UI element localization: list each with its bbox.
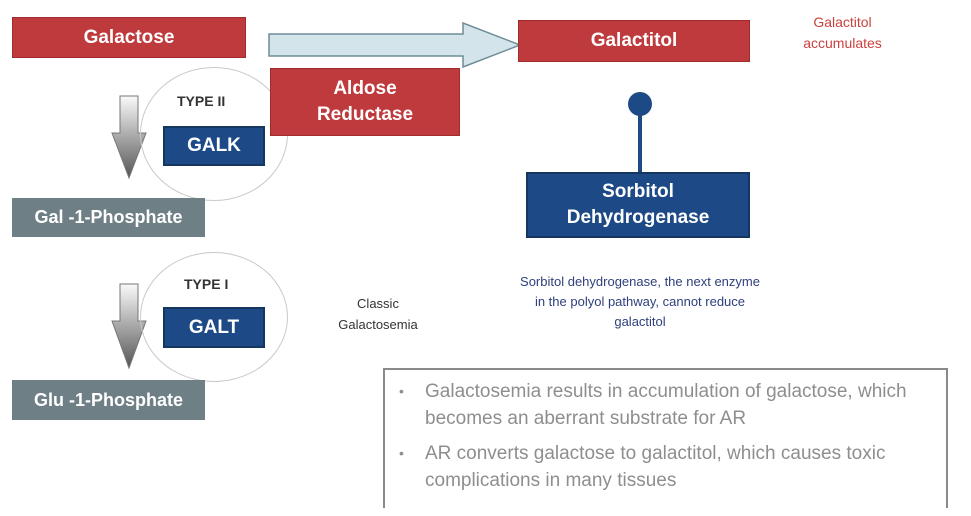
glu1p-node: Glu -1-Phosphate — [12, 380, 205, 420]
sdh-line2: Dehydrogenase — [566, 207, 710, 228]
classic-line1: Classic — [357, 296, 399, 311]
galk-node: GALK — [163, 126, 265, 166]
summary-box: • Galactosemia results in accumulation o… — [383, 368, 948, 508]
aldose-reductase-line1: Aldose — [333, 78, 397, 100]
gal1p-node: Gal -1-Phosphate — [12, 198, 205, 237]
bullet-item: • AR converts galactose to galactitol, w… — [399, 440, 916, 494]
accumulates-line1: Galactitol — [813, 14, 872, 30]
down-arrow-1 — [111, 95, 147, 180]
sdh-line1: Sorbitol — [602, 181, 674, 203]
bullet-item: • Galactosemia results in accumulation o… — [399, 378, 916, 432]
bullet-icon: • — [399, 383, 404, 399]
galactitol-accumulates-label: Galactitol accumulates — [780, 12, 905, 54]
conversion-arrow — [268, 21, 523, 69]
classic-galactosemia-label: Classic Galactosemia — [318, 293, 438, 335]
sdh-note-line1: Sorbitol dehydrogenase, the next enzyme — [520, 274, 760, 289]
galactitol-node: Galactitol — [518, 20, 750, 62]
inhibition-dot — [628, 92, 652, 116]
galt-node: GALT — [163, 307, 265, 348]
bullet-text: AR converts galactose to galactitol, whi… — [425, 443, 886, 491]
sdh-note: Sorbitol dehydrogenase, the next enzyme … — [470, 272, 810, 332]
aldose-reductase-line2: Reductase — [316, 104, 414, 125]
sdh-note-line2: in the polyol pathway, cannot reduce — [534, 294, 746, 309]
classic-line2: Galactosemia — [338, 317, 418, 332]
down-arrow-2 — [111, 283, 147, 370]
accumulates-line2: accumulates — [803, 35, 882, 51]
aldose-reductase-node: Aldose Reductase — [270, 68, 460, 136]
sorbitol-dehydrogenase-node: Sorbitol Dehydrogenase — [526, 172, 750, 238]
type1-label: TYPE I — [184, 276, 229, 292]
galactose-node: Galactose — [12, 17, 246, 58]
type2-label: TYPE II — [177, 93, 226, 109]
bullet-text: Galactosemia results in accumulation of … — [425, 381, 907, 429]
bullet-icon: • — [399, 445, 404, 461]
type1-circle — [140, 252, 288, 382]
sdh-note-line3: galactitol — [614, 314, 666, 329]
